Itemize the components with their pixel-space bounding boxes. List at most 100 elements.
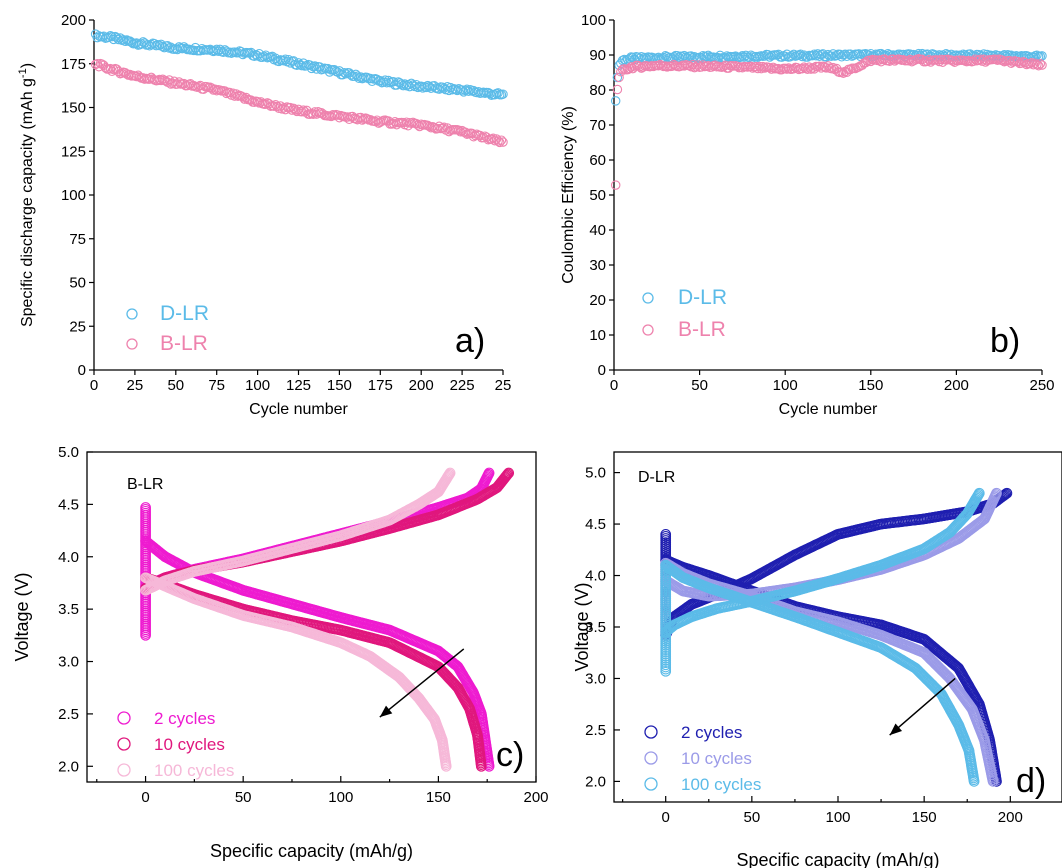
- x-tick-label: 50: [744, 809, 761, 826]
- data-point: [836, 52, 847, 62]
- y-axis-label: Voltage (V): [572, 582, 592, 671]
- x-tick-label: 75: [208, 377, 225, 394]
- y-tick-label: 20: [589, 292, 606, 309]
- x-tick-label: 200: [998, 809, 1023, 826]
- x-tick-label: 175: [368, 377, 393, 394]
- x-axis-label: Specific capacity (mAh/g): [736, 850, 939, 868]
- legend-label: 10 cycles: [681, 749, 752, 768]
- data-point: [991, 54, 1001, 65]
- y-tick-label: 0: [598, 362, 606, 379]
- legend-marker: [117, 711, 131, 725]
- data-point: [156, 39, 166, 50]
- series-d-lr: [90, 29, 508, 101]
- data-point: [496, 135, 507, 145]
- x-tick-label: 200: [944, 377, 969, 394]
- data-point: [812, 49, 823, 59]
- legend-marker: [642, 324, 654, 336]
- data-point: [616, 67, 626, 77]
- data-point: [836, 67, 847, 77]
- data-point: [406, 118, 417, 128]
- data-point: [112, 32, 122, 43]
- data-point: [503, 467, 515, 479]
- y-tick-label: 3.5: [585, 619, 606, 636]
- data-point: [612, 84, 623, 95]
- x-tick-label: 25: [127, 377, 144, 394]
- chart-panel-b: 0 50 100 150 200 2500102030405060708090100Cyc…: [560, 12, 1055, 418]
- data-point: [125, 36, 135, 46]
- data-point: [329, 65, 340, 75]
- data-point: [239, 94, 250, 104]
- x-tick-label: 0: [610, 377, 618, 394]
- inset-label: D-LR: [638, 469, 675, 486]
- plot-frame: [86, 451, 537, 783]
- data-point: [440, 760, 452, 772]
- data-point: [422, 120, 433, 131]
- y-axis-label: Voltage (V): [12, 572, 32, 661]
- y-tick-label: 100: [581, 12, 606, 29]
- y-tick-label: 3.0: [585, 670, 606, 687]
- y-tick-label: 175: [61, 56, 86, 73]
- data-point: [344, 68, 354, 78]
- legend-label: D-LR: [160, 302, 209, 325]
- data-point: [806, 64, 816, 74]
- legend-label: 2 cycles: [681, 723, 742, 742]
- series-100-cycles: [660, 487, 985, 787]
- data-point: [131, 71, 142, 82]
- data-point: [934, 56, 945, 67]
- y-tick-label: 25: [69, 318, 86, 335]
- markers-layer: [90, 29, 508, 148]
- data-point: [987, 776, 999, 787]
- x-tick-label: 50: [167, 377, 184, 394]
- series-100-cycles: [140, 467, 456, 772]
- y-tick-label: 200: [61, 12, 86, 29]
- x-tick-label: 200: [523, 789, 548, 806]
- y-tick-label: 2.0: [58, 758, 79, 775]
- data-point: [282, 102, 292, 112]
- legend-marker: [644, 725, 658, 739]
- y-tick-label: 2.5: [58, 706, 79, 723]
- y-tick-label: 10: [589, 327, 606, 344]
- data-point: [238, 92, 248, 102]
- panel-label: b): [990, 322, 1020, 360]
- x-axis-label: Cycle number: [249, 401, 348, 418]
- data-point: [619, 54, 630, 65]
- y-tick-label: 3.0: [58, 654, 79, 671]
- y-tick-label: 2.5: [585, 722, 606, 739]
- data-point: [780, 51, 790, 62]
- data-point: [660, 529, 672, 540]
- trend-arrow-head: [379, 705, 393, 718]
- y-tick-label: 150: [61, 100, 86, 117]
- y-tick-label: 4.0: [585, 568, 606, 585]
- data-point: [443, 469, 455, 481]
- panel-label: c): [496, 736, 524, 774]
- x-tick-label: 100: [328, 789, 353, 806]
- x-axis-label: Cycle number: [779, 401, 878, 418]
- data-point: [502, 468, 514, 480]
- y-tick-label: 50: [69, 275, 86, 292]
- y-axis-label-end: ): [19, 63, 36, 68]
- y-tick-label: 80: [589, 82, 606, 99]
- data-point: [758, 61, 768, 72]
- y-tick-label: 4.0: [58, 549, 79, 566]
- data-point: [614, 72, 624, 83]
- data-point: [1001, 487, 1013, 499]
- x-tick-label: 0: [90, 377, 98, 394]
- panel-label: a): [455, 322, 485, 360]
- data-point: [961, 56, 972, 67]
- data-point: [475, 760, 487, 772]
- y-tick-label: 75: [69, 231, 86, 248]
- data-point: [164, 75, 175, 85]
- x-tick-label: 150: [912, 809, 937, 826]
- y-tick-label: 3.5: [58, 601, 79, 618]
- data-point: [498, 137, 508, 147]
- data-point: [498, 89, 508, 99]
- data-point: [991, 487, 1002, 499]
- y-tick-label: 70: [589, 117, 606, 134]
- x-tick-label: 50: [691, 377, 708, 394]
- x-tick-label: 125: [286, 377, 311, 394]
- data-point: [118, 34, 129, 45]
- y-tick-label: 5.0: [585, 465, 606, 482]
- series-d-lr: [610, 48, 1047, 106]
- data-point: [660, 559, 672, 571]
